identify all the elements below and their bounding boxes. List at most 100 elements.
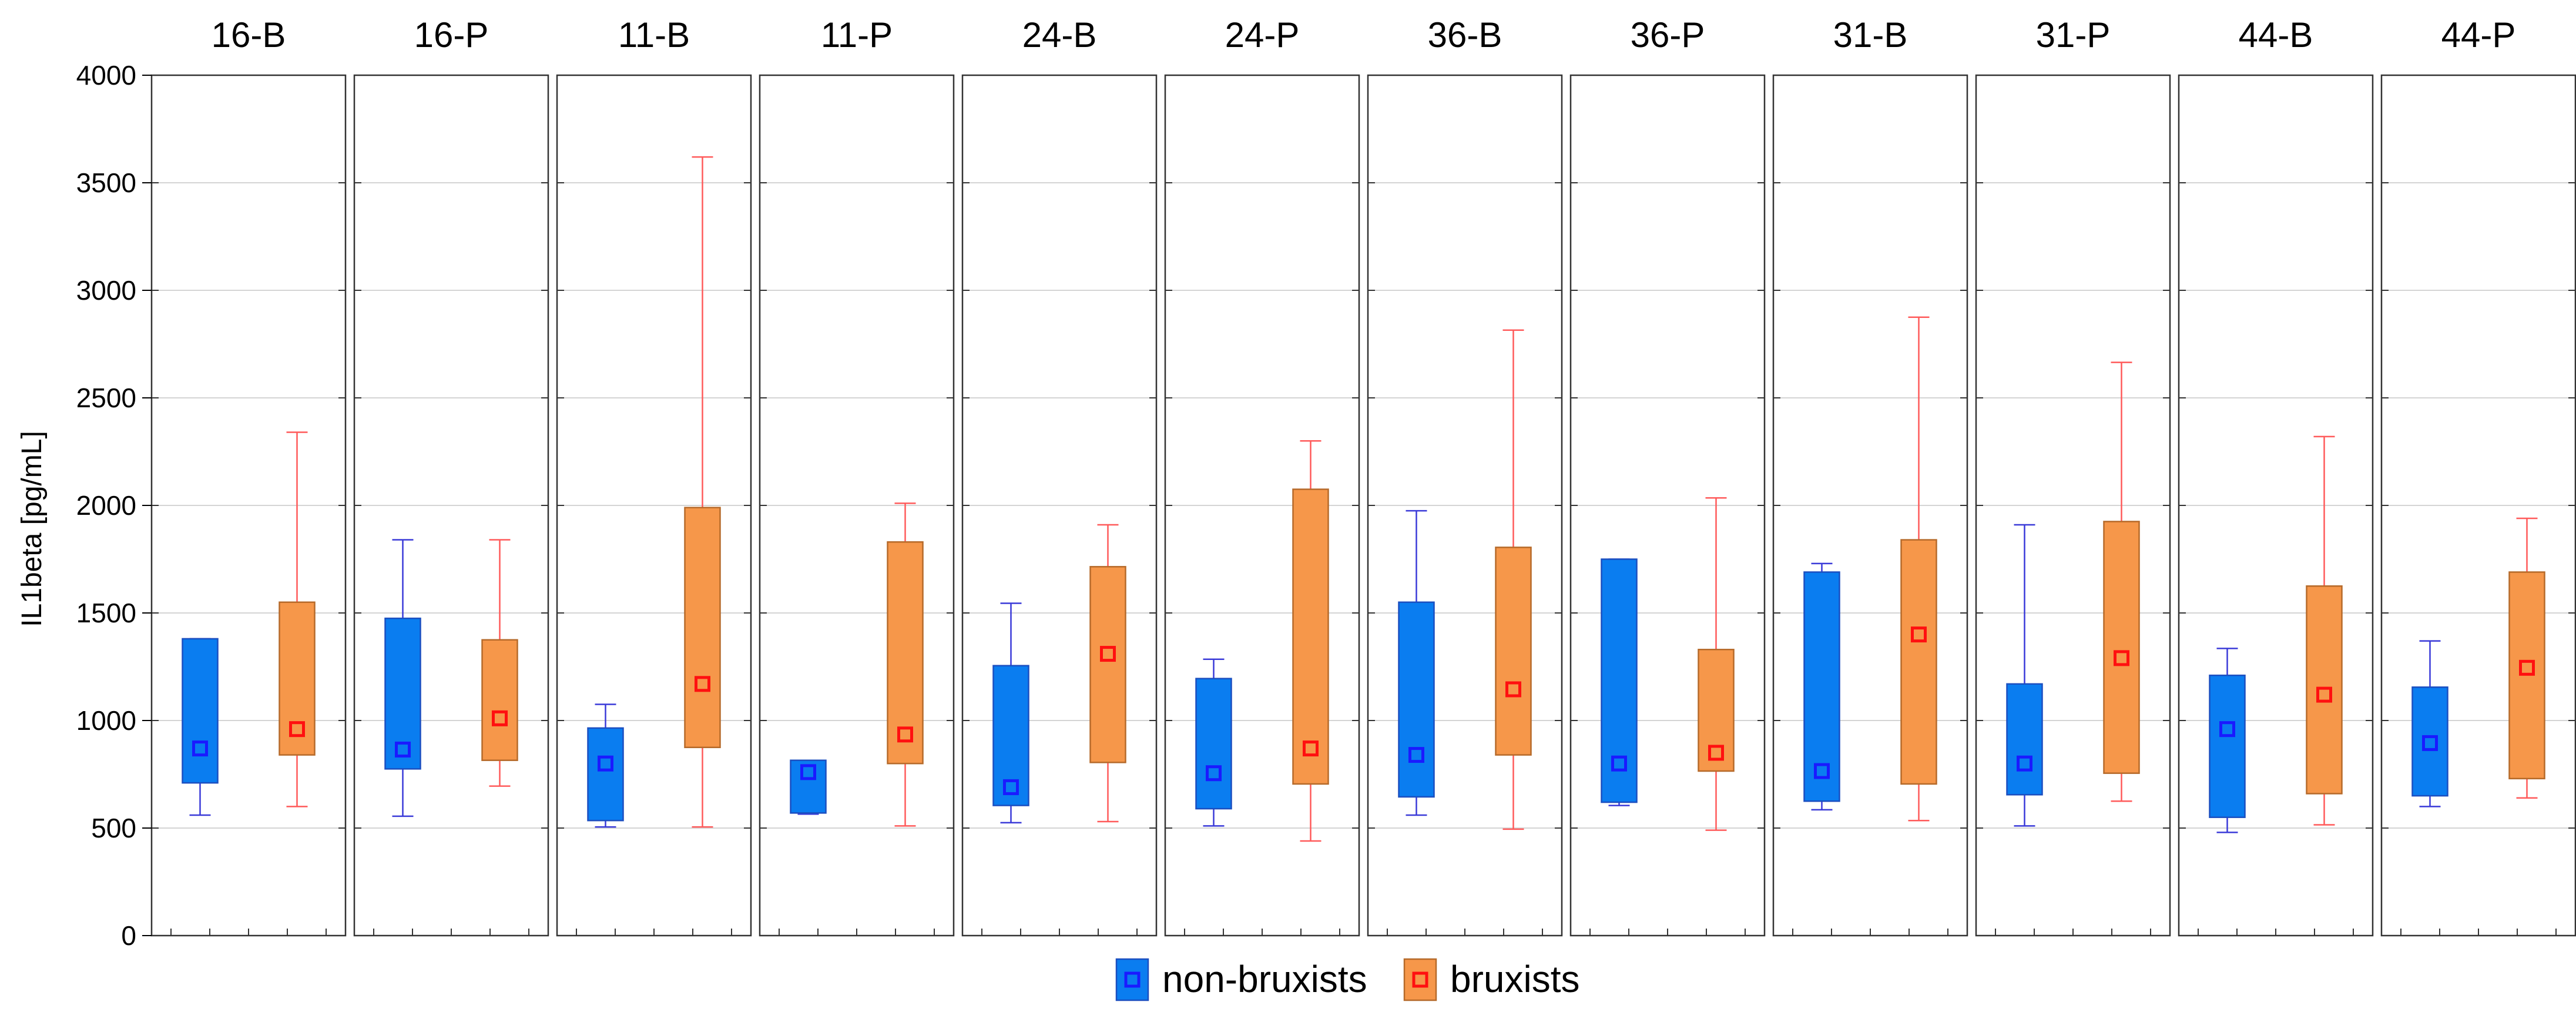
bruxists-median-marker (2316, 686, 2332, 703)
bruxists-box-group (1292, 440, 1329, 842)
bruxists-box-group (1089, 524, 1126, 823)
non-bruxists-median-marker (1814, 763, 1830, 779)
non-bruxists-median-marker (2017, 755, 2032, 772)
legend-item-non-bruxists-marker (1124, 971, 1141, 988)
panel-31-p: 31-P (1975, 15, 2171, 937)
panel-36-b: 36-B (1367, 15, 1563, 937)
non-bruxists-box (1398, 601, 1435, 798)
legend-item-non-bruxists: non-bruxists (1115, 958, 1367, 1001)
non-bruxists-median-marker (1408, 747, 1424, 763)
panel-44-b: 44-B (2178, 15, 2374, 937)
panel-title: 16-P (414, 15, 489, 55)
legend: non-bruxists bruxists (1115, 958, 1580, 1001)
y-axis: 0 500 1000 1500 2000 2500 3000 3500 4000 (76, 60, 152, 951)
bruxists-median-marker (2114, 650, 2129, 666)
bruxists-median-marker (1505, 681, 1521, 698)
non-bruxists-median-marker (2422, 735, 2438, 751)
y-tick-label: 4000 (76, 60, 136, 91)
non-bruxists-box (182, 638, 219, 784)
non-bruxists-box (587, 727, 624, 822)
non-bruxists-box (2411, 686, 2448, 797)
panel-24-p: 24-P (1164, 15, 1360, 937)
non-bruxists-median-marker (2219, 721, 2235, 738)
bruxists-box (2306, 585, 2343, 795)
bruxists-box-group (279, 431, 316, 807)
non-bruxists-box (790, 759, 827, 814)
non-bruxists-box-group (2411, 640, 2448, 807)
non-bruxists-box (384, 617, 421, 770)
panel-title: 31-B (1833, 15, 1908, 55)
y-tick-label: 1500 (76, 598, 136, 628)
bruxists-median-marker (1303, 740, 1319, 757)
panel-11-p: 11-P (759, 15, 955, 937)
non-bruxists-box (1195, 678, 1232, 810)
panel-title: 44-B (2239, 15, 2313, 55)
non-bruxists-box (2209, 674, 2246, 818)
panel-title: 16-B (212, 15, 286, 55)
bruxists-median-marker (1911, 626, 1927, 643)
legend-item-bruxists-label: bruxists (1450, 958, 1580, 1000)
panel-36-p: 36-P (1569, 15, 1766, 937)
legend-item-bruxists: bruxists (1403, 958, 1580, 1001)
bruxists-box (279, 601, 316, 756)
legend-item-non-bruxists-swatch (1115, 958, 1149, 1001)
bruxists-box-group (887, 502, 924, 827)
non-bruxists-box-group (790, 759, 827, 815)
panel-title: 44-P (2441, 15, 2516, 55)
non-bruxists-median-marker (598, 755, 613, 772)
non-bruxists-box-group (1601, 558, 1638, 806)
y-tick-label: 1000 (76, 705, 136, 736)
y-tick-label: 3500 (76, 167, 136, 198)
legend-item-non-bruxists-label: non-bruxists (1162, 958, 1367, 1000)
y-tick-label: 2000 (76, 490, 136, 521)
non-bruxists-box-group (992, 602, 1029, 824)
legend-item-bruxists-marker (1412, 971, 1428, 988)
bruxists-median-marker (695, 676, 710, 692)
bruxists-box-group (2306, 435, 2343, 826)
bruxists-box-group (1900, 316, 1937, 822)
non-bruxists-median-marker (1206, 765, 1222, 782)
bruxists-box (481, 639, 518, 761)
bruxists-box (887, 541, 924, 765)
panel-31-b: 31-B (1772, 15, 1968, 937)
panel-11-b: 11-B (556, 15, 752, 937)
non-bruxists-median-marker (192, 740, 208, 757)
y-axis-label: IL1beta [pg/mL] (16, 431, 48, 627)
non-bruxists-box-group (182, 638, 219, 816)
bruxists-median-marker (492, 710, 508, 726)
non-bruxists-box (1601, 558, 1638, 803)
panel-title: 24-P (1225, 15, 1300, 55)
panel-title: 36-B (1428, 15, 1502, 55)
bruxists-box (1089, 566, 1126, 763)
bruxists-box-group (2508, 517, 2545, 799)
y-tick-label: 3000 (76, 275, 136, 306)
non-bruxists-box (1803, 571, 1840, 802)
non-bruxists-box-group (2006, 524, 2043, 827)
bruxists-box (1495, 547, 1532, 756)
panel-44-p: 44-P (2380, 15, 2576, 937)
non-bruxists-box (992, 665, 1029, 806)
panel-16-p: 16-P (353, 15, 549, 937)
bruxists-median-marker (1708, 745, 1724, 761)
non-bruxists-median-marker (800, 764, 816, 780)
non-bruxists-box-group (1195, 658, 1232, 827)
bruxists-box (1900, 539, 1937, 785)
legend-item-bruxists-swatch (1403, 958, 1437, 1001)
bruxists-median-marker (289, 721, 305, 738)
bruxists-box-group (2103, 361, 2140, 802)
panel-title: 36-P (1631, 15, 1705, 55)
non-bruxists-median-marker (1003, 779, 1019, 795)
panels-layer: 16-B 16-P 11-B 11-P 24-B 24-P 36-B 36-P 31-B 31-P… (150, 15, 2576, 937)
panel-24-b: 24-B (961, 15, 1158, 937)
panel-16-b: 16-B (150, 15, 347, 937)
non-bruxists-median-marker (1611, 755, 1627, 772)
bruxists-box (684, 507, 721, 748)
panel-title: 31-P (2036, 15, 2111, 55)
bruxists-box (2103, 521, 2140, 774)
non-bruxists-box-group (384, 539, 421, 817)
bruxists-median-marker (1100, 646, 1116, 662)
bruxists-box (1698, 648, 1735, 772)
bruxists-box-group (1495, 329, 1532, 830)
bruxists-median-marker (2519, 659, 2535, 676)
